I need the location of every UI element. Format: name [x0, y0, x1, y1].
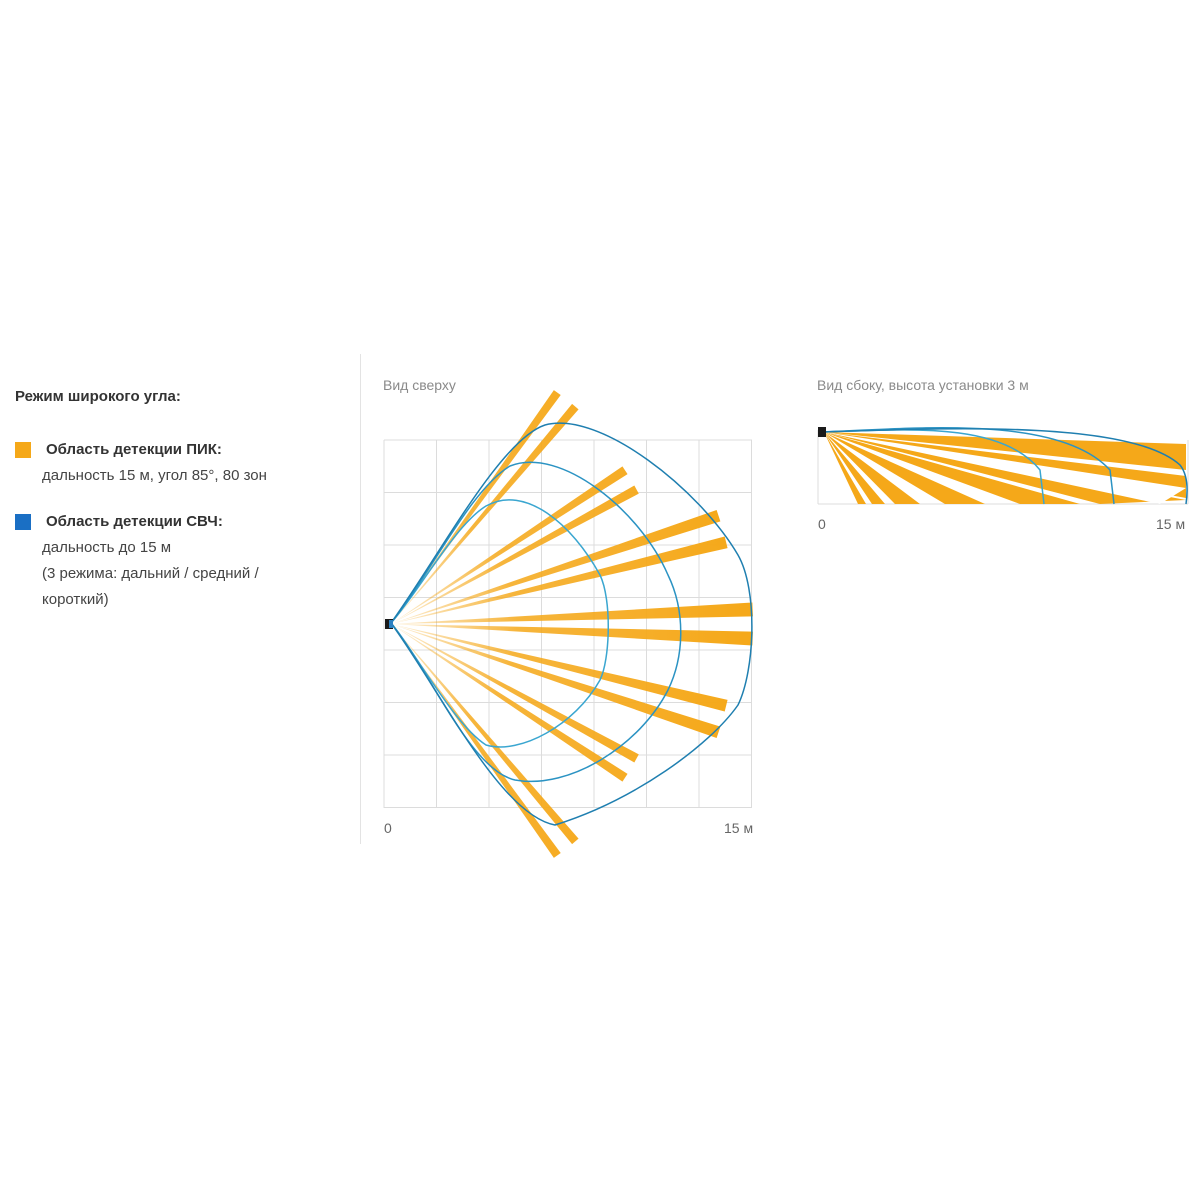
- side-view-axis-start: 0: [818, 516, 826, 532]
- legend-item-pir: Область детекции ПИК: дальность 15 м, уг…: [15, 437, 345, 489]
- mw-zone-long: [390, 422, 753, 826]
- side-view-axis-end: 15 м: [1156, 516, 1186, 532]
- pir-beam: [391, 624, 721, 739]
- top-view-axis-end: 15 м: [724, 820, 754, 836]
- top-view-sensor-lens: [389, 620, 393, 628]
- mw-color-swatch: [15, 514, 31, 530]
- pir-legend-title: Область детекции ПИК:: [46, 441, 222, 458]
- mw-legend-range: дальность до 15 м: [42, 539, 172, 556]
- mw-zone-short: [390, 499, 609, 748]
- pir-beam: [391, 624, 639, 763]
- side-pir-beam: [824, 432, 985, 504]
- side-pir-beam: [824, 432, 920, 504]
- side-pir-beam: [824, 432, 866, 504]
- side-view-label: Вид сбоку, высота установки 3 м: [817, 377, 1029, 393]
- legend-item-mw: Область детекции СВЧ: дальность до 15 м …: [15, 509, 345, 613]
- side-view-sensor: [818, 427, 826, 437]
- side-pir-beam: [824, 432, 885, 504]
- pir-beam: [391, 624, 628, 782]
- mw-legend-title: Область детекции СВЧ:: [46, 513, 223, 530]
- pir-beam: [391, 403, 579, 624]
- divider: [360, 354, 361, 844]
- mw-legend-modes-line1: (3 режима: дальний / средний /: [42, 565, 259, 582]
- top-view-grid: [383, 439, 752, 808]
- pir-beam: [391, 624, 561, 858]
- pir-beam: [391, 624, 728, 712]
- legend: Режим широкого угла: Область детекции ПИ…: [15, 384, 345, 633]
- pir-beam: [391, 485, 639, 624]
- mw-zone-medium: [390, 461, 682, 783]
- pir-beam: [391, 624, 579, 845]
- pir-color-swatch: [15, 442, 31, 458]
- pir-beam: [391, 509, 721, 624]
- top-view-label: Вид сверху: [383, 377, 456, 393]
- top-view-pir-beams: [391, 390, 753, 858]
- top-view-diagram: [383, 390, 753, 858]
- side-mw-zone-long: [821, 428, 1188, 505]
- mw-legend-modes-line2: короткий): [42, 591, 109, 608]
- legend-title: Режим широкого угла:: [15, 388, 181, 405]
- pir-beam: [391, 536, 728, 624]
- pir-beam: [391, 624, 753, 646]
- side-beam-gap: [824, 432, 1186, 504]
- pir-legend-description: дальность 15 м, угол 85°, 80 зон: [42, 467, 267, 484]
- side-beam-gap: [824, 432, 1186, 476]
- pir-beam: [391, 466, 628, 624]
- side-pir-beam: [824, 432, 1080, 504]
- side-view-diagram: [817, 427, 1189, 505]
- side-view-pir-beams: [824, 432, 1186, 504]
- top-view-axis-start: 0: [384, 820, 392, 836]
- pir-beam: [391, 602, 753, 624]
